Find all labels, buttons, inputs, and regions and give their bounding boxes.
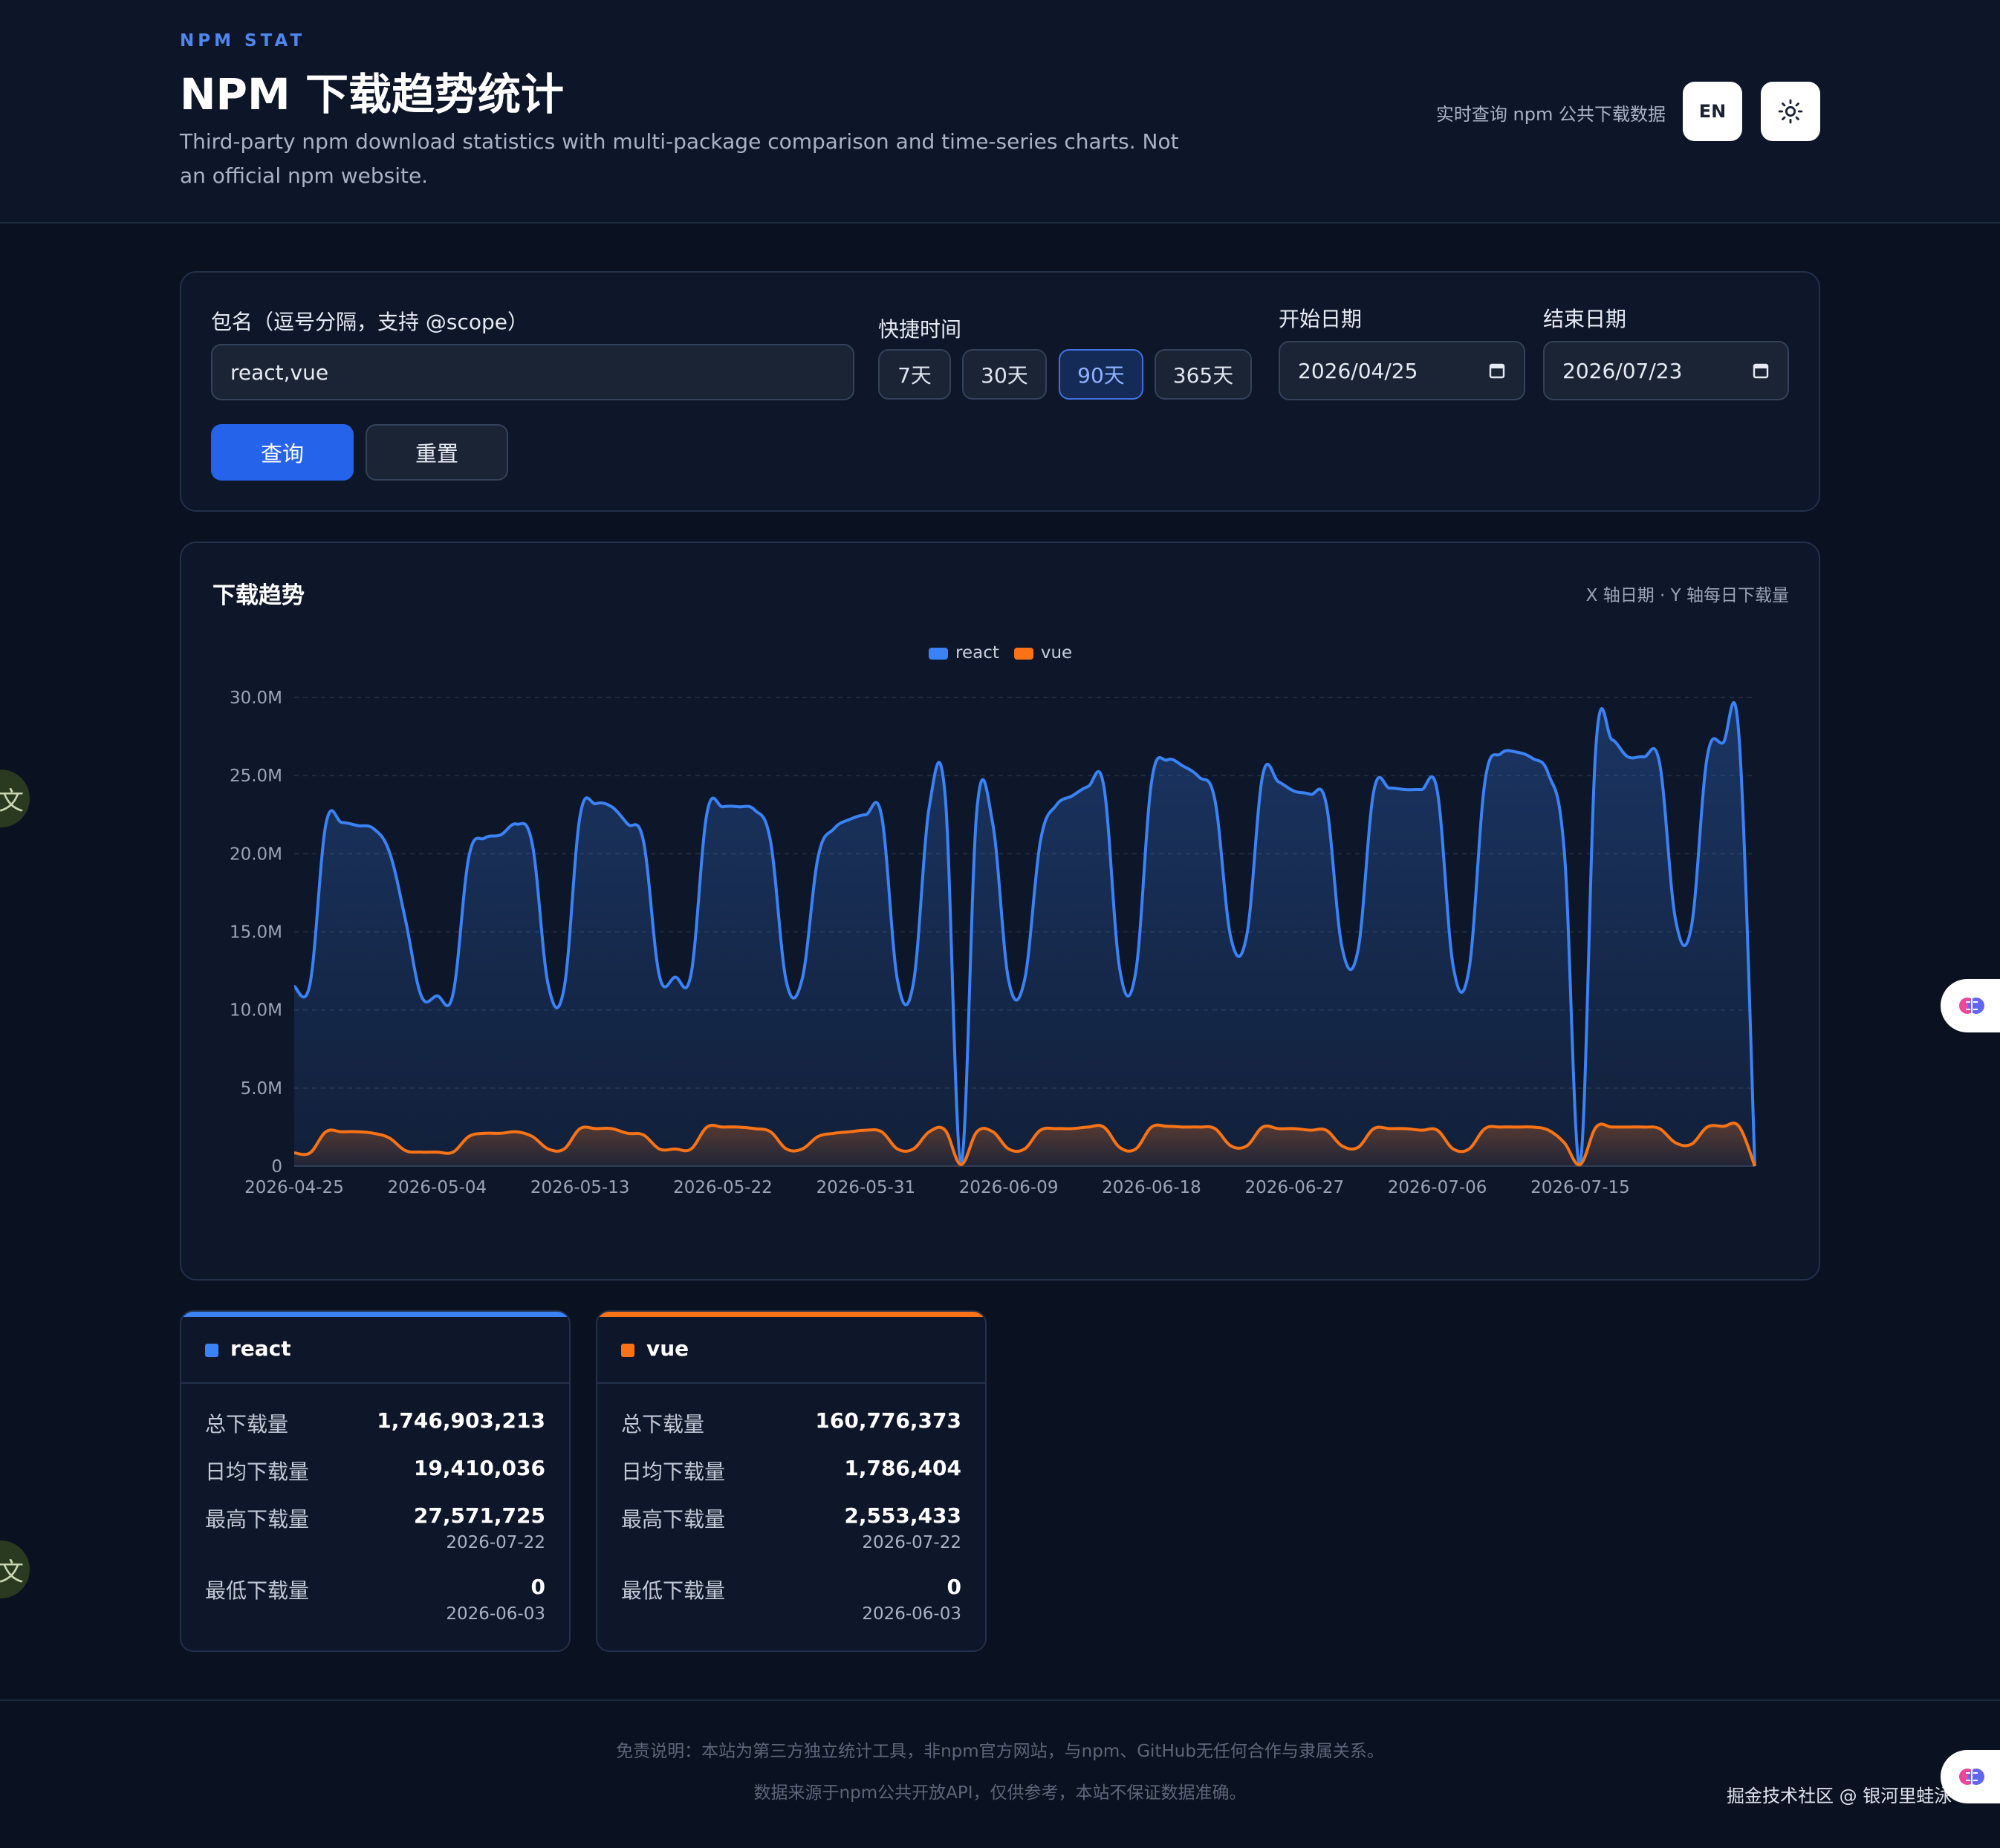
quick-range-7d[interactable]: 7天 <box>878 349 951 400</box>
stat-card-accent <box>181 1312 569 1317</box>
package-label: 包名（逗号分隔，支持 @scope） <box>211 310 529 334</box>
end-date-value: 2026/07/23 <box>1562 358 1683 383</box>
y-tick-label: 10.0M <box>230 1001 282 1021</box>
max-date: 2026-07-22 <box>446 1533 545 1552</box>
min-date: 2026-06-03 <box>446 1604 545 1624</box>
max-value: 27,571,725 <box>413 1503 545 1528</box>
stat-card-accent <box>597 1312 985 1317</box>
translate-icon: 文 <box>0 1557 24 1587</box>
y-tick-label: 0 <box>271 1157 282 1177</box>
quick-range-30d[interactable]: 30天 <box>962 349 1047 400</box>
footer-data-source: 数据来源于npm公共开放API，仅供参考，本站不保证数据准确。 <box>753 1783 1247 1803</box>
watermark: 掘金技术社区 @ 银河里蛙泳 <box>1727 1786 1952 1806</box>
app-eyebrow: NPM STAT <box>180 31 306 51</box>
total-value: 1,746,903,213 <box>377 1408 545 1433</box>
footer-disclaimer: 免责说明：本站为第三方独立统计工具，非npm官方网站，与npm、GitHub无任… <box>616 1742 1384 1761</box>
chart-legend: react vue <box>929 643 1072 663</box>
brain-icon <box>1959 1769 1984 1785</box>
min-value: 0 <box>947 1575 961 1599</box>
chart-axis-hint: X 轴日期 · Y 轴每日下载量 <box>1585 586 1789 605</box>
max-label: 最高下载量 <box>205 1507 310 1532</box>
y-tick-label: 5.0M <box>241 1079 282 1099</box>
end-date-label: 结束日期 <box>1543 307 1627 331</box>
x-tick-label: 2026-06-09 <box>959 1178 1059 1197</box>
max-value: 2,553,433 <box>844 1503 961 1528</box>
start-date-label: 开始日期 <box>1279 307 1363 331</box>
avg-label: 日均下载量 <box>621 1460 726 1484</box>
sun-icon <box>1778 99 1803 124</box>
total-label: 总下载量 <box>205 1412 289 1437</box>
y-tick-label: 15.0M <box>230 923 282 943</box>
stat-card-vue: vue 总下载量 160,776,373 日均下载量 1,786,404 最高下… <box>596 1310 987 1652</box>
download-trend-chart: 0 5.0M 10.0M 15.0M 20.0M 25.0M 30.0M 2026-04-25… <box>230 689 1756 1197</box>
end-date-input[interactable]: 2026/07/23 <box>1543 341 1789 400</box>
x-tick-label: 2026-07-06 <box>1388 1178 1487 1197</box>
series-color-dot <box>621 1344 634 1357</box>
assistant-float-button[interactable] <box>1941 979 2000 1032</box>
x-tick-label: 2026-06-18 <box>1102 1178 1201 1197</box>
x-tick-label: 2026-05-31 <box>816 1178 915 1197</box>
translate-icon: 文 <box>0 786 24 816</box>
x-tick-label: 2026-06-27 <box>1244 1178 1344 1197</box>
y-tick-label: 25.0M <box>230 767 282 786</box>
max-label: 最高下载量 <box>621 1507 726 1532</box>
stat-card-name: react <box>230 1336 291 1361</box>
avg-value: 1,786,404 <box>844 1456 961 1480</box>
x-tick-label: 2026-05-13 <box>530 1178 630 1197</box>
x-tick-label: 2026-07-15 <box>1530 1178 1630 1197</box>
min-date: 2026-06-03 <box>862 1604 961 1624</box>
query-button[interactable]: 查询 <box>211 424 354 481</box>
series-area-vue <box>294 1123 1755 1166</box>
calendar-icon[interactable] <box>1488 362 1506 380</box>
calendar-icon[interactable] <box>1752 362 1770 380</box>
series-area-react <box>294 702 1755 1166</box>
stat-card-react: react 总下载量 1,746,903,213 日均下载量 19,410,03… <box>180 1310 571 1652</box>
assistant-float-button[interactable] <box>1941 1750 2000 1803</box>
start-date-value: 2026/04/25 <box>1298 358 1418 383</box>
x-tick-label: 2026-04-25 <box>244 1178 344 1197</box>
y-tick-label: 20.0M <box>230 845 282 864</box>
page-title: NPM 下载趋势统计 <box>180 69 564 120</box>
max-date: 2026-07-22 <box>862 1533 961 1552</box>
legend-item-react[interactable]: react <box>929 643 999 663</box>
total-label: 总下载量 <box>621 1412 705 1437</box>
min-label: 最低下载量 <box>621 1578 726 1603</box>
header-note: 实时查询 npm 公共下载数据 <box>1435 104 1666 125</box>
x-tick-label: 2026-05-22 <box>673 1178 773 1197</box>
package-input[interactable]: react,vue <box>211 344 854 400</box>
quick-range-90d[interactable]: 90天 <box>1059 349 1143 400</box>
page-subtitle: Third-party npm download statistics with… <box>180 129 1179 188</box>
series-line-vue <box>293 1122 1756 1167</box>
stat-card-header: react <box>181 1317 569 1384</box>
language-toggle-button[interactable]: EN <box>1683 82 1742 141</box>
chart-title: 下载趋势 <box>212 582 305 609</box>
theme-toggle-button[interactable] <box>1761 82 1820 141</box>
translate-float-button[interactable]: 文 <box>0 1540 30 1598</box>
page-header: NPM STAT NPM 下载趋势统计 Third-party npm down… <box>0 0 2000 224</box>
reset-button[interactable]: 重置 <box>366 424 508 481</box>
stat-card-name: vue <box>646 1336 689 1361</box>
min-label: 最低下载量 <box>205 1578 310 1603</box>
avg-value: 19,410,036 <box>413 1456 545 1480</box>
brain-icon <box>1959 998 1984 1014</box>
page-footer <box>0 1699 2000 1848</box>
series-color-dot <box>205 1344 218 1357</box>
quick-range-label: 快捷时间 <box>878 317 962 342</box>
avg-label: 日均下载量 <box>205 1460 310 1484</box>
package-input-value: react,vue <box>230 359 329 385</box>
stat-card-header: vue <box>597 1317 985 1384</box>
y-tick-label: 30.0M <box>230 689 282 708</box>
x-tick-label: 2026-05-04 <box>387 1178 487 1197</box>
min-value: 0 <box>530 1575 545 1599</box>
series-line-react <box>293 700 1756 1167</box>
start-date-input[interactable]: 2026/04/25 <box>1279 341 1525 400</box>
legend-item-vue[interactable]: vue <box>1013 643 1072 663</box>
total-value: 160,776,373 <box>815 1408 961 1433</box>
quick-range-365d[interactable]: 365天 <box>1155 349 1252 400</box>
